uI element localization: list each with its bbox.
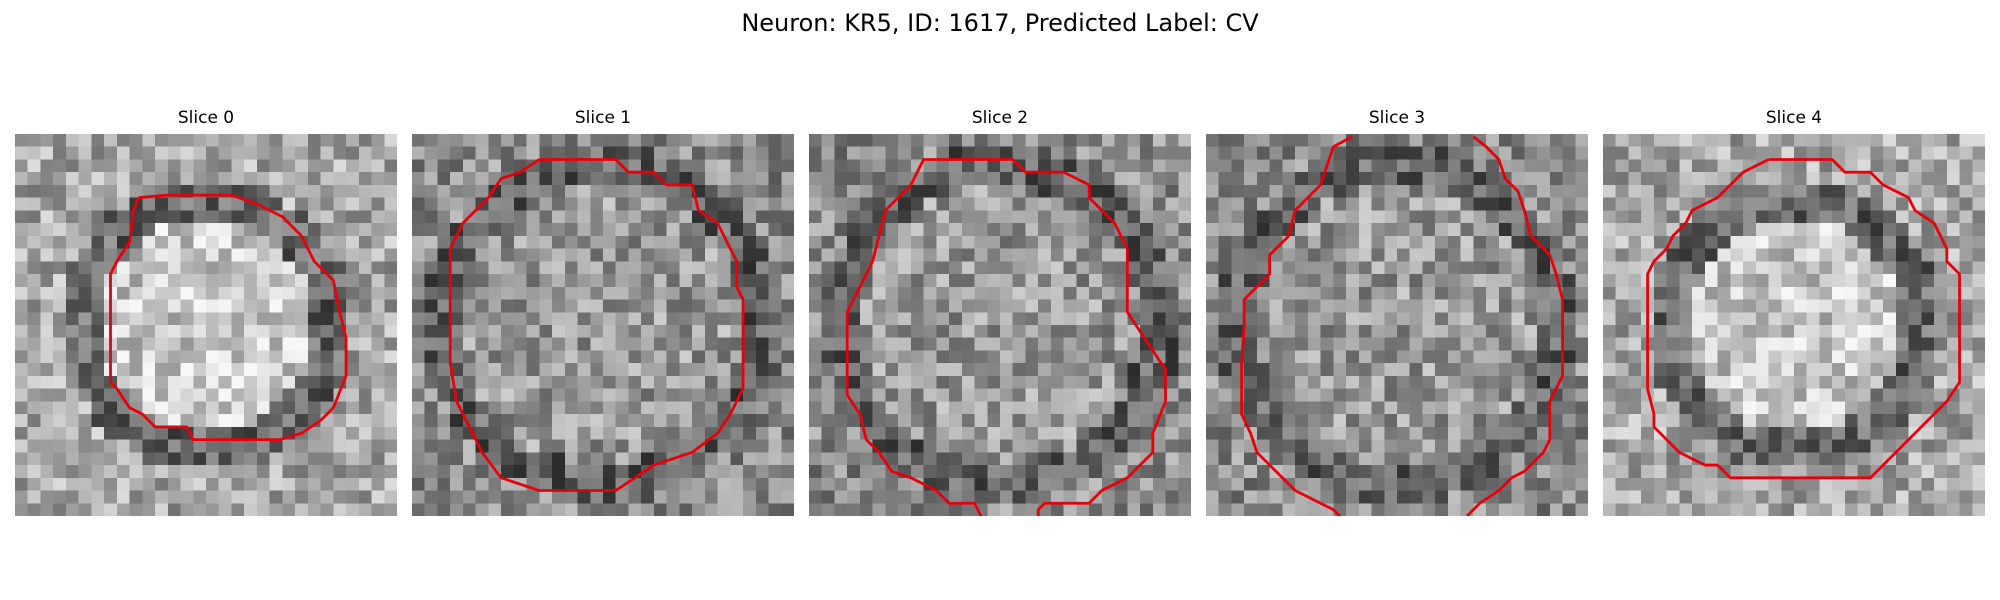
figure-title: Neuron: KR5, ID: 1617, Predicted Label: … [741, 9, 1259, 37]
pixel-grid [412, 134, 794, 516]
slice-title: Slice 2 [971, 108, 1029, 128]
slice-title: Slice 0 [177, 108, 235, 128]
pixel-grid [1603, 134, 1985, 516]
slice-image [1603, 134, 1985, 516]
neuron-contour-outline [109, 193, 348, 442]
slice-panel-3: Slice 3 [1206, 108, 1588, 516]
neuron-contour-outline [936, 158, 1167, 516]
slice-panel-2: Slice 2 [809, 108, 1191, 516]
pixel-grid [15, 134, 397, 516]
neuron-contour-outline-2 [845, 158, 983, 516]
slice-image [809, 134, 1191, 516]
neuron-contour-outline [448, 158, 745, 492]
slice-title: Slice 3 [1368, 108, 1426, 128]
slice-image [1206, 134, 1588, 516]
neuron-contour-outline [1646, 158, 1961, 480]
slice-title: Slice 1 [574, 108, 632, 128]
neuron-contour-outline [1240, 135, 1354, 516]
neuron-contour-outline-2 [1466, 135, 1564, 516]
slice-image [15, 134, 397, 516]
pixel-grid [809, 134, 1191, 516]
slice-image [412, 134, 794, 516]
slice-title: Slice 4 [1765, 108, 1823, 128]
slice-panel-4: Slice 4 [1603, 108, 1985, 516]
slice-panel-0: Slice 0 [15, 108, 397, 516]
pixel-grid [1206, 134, 1588, 516]
slice-panel-1: Slice 1 [412, 108, 794, 516]
